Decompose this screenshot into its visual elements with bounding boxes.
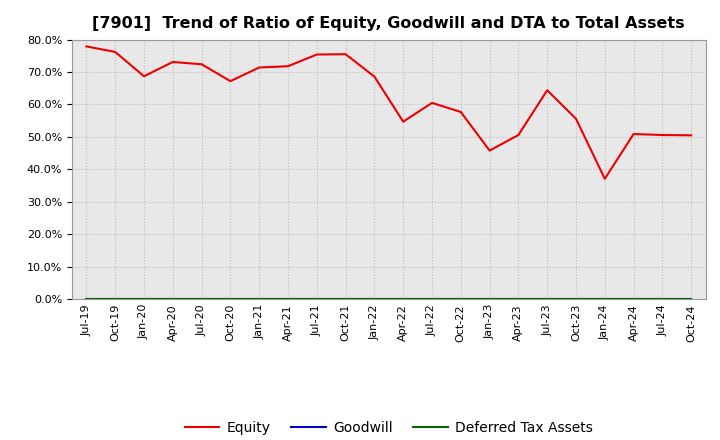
Equity <box>456 109 465 114</box>
Deferred Tax Assets <box>600 297 609 302</box>
Goodwill <box>485 297 494 302</box>
Goodwill <box>312 297 321 302</box>
Equity <box>168 59 177 65</box>
Goodwill <box>572 297 580 302</box>
Goodwill <box>543 297 552 302</box>
Goodwill <box>687 297 696 302</box>
Deferred Tax Assets <box>111 297 120 302</box>
Goodwill <box>140 297 148 302</box>
Equity <box>197 62 206 67</box>
Equity <box>485 148 494 153</box>
Equity <box>600 176 609 181</box>
Goodwill <box>658 297 667 302</box>
Equity <box>284 63 292 69</box>
Goodwill <box>428 297 436 302</box>
Deferred Tax Assets <box>370 297 379 302</box>
Equity <box>312 52 321 57</box>
Deferred Tax Assets <box>226 297 235 302</box>
Deferred Tax Assets <box>658 297 667 302</box>
Deferred Tax Assets <box>168 297 177 302</box>
Equity <box>658 132 667 138</box>
Goodwill <box>168 297 177 302</box>
Deferred Tax Assets <box>255 297 264 302</box>
Goodwill <box>197 297 206 302</box>
Legend: Equity, Goodwill, Deferred Tax Assets: Equity, Goodwill, Deferred Tax Assets <box>179 415 598 440</box>
Equity <box>111 49 120 55</box>
Deferred Tax Assets <box>197 297 206 302</box>
Title: [7901]  Trend of Ratio of Equity, Goodwill and DTA to Total Assets: [7901] Trend of Ratio of Equity, Goodwil… <box>92 16 685 32</box>
Line: Equity: Equity <box>86 46 691 179</box>
Goodwill <box>226 297 235 302</box>
Goodwill <box>255 297 264 302</box>
Goodwill <box>600 297 609 302</box>
Equity <box>140 73 148 79</box>
Equity <box>428 100 436 106</box>
Equity <box>341 51 350 57</box>
Deferred Tax Assets <box>456 297 465 302</box>
Equity <box>255 65 264 70</box>
Deferred Tax Assets <box>82 297 91 302</box>
Equity <box>543 88 552 93</box>
Goodwill <box>82 297 91 302</box>
Deferred Tax Assets <box>399 297 408 302</box>
Goodwill <box>629 297 638 302</box>
Goodwill <box>111 297 120 302</box>
Equity <box>399 119 408 125</box>
Deferred Tax Assets <box>485 297 494 302</box>
Equity <box>572 116 580 121</box>
Goodwill <box>399 297 408 302</box>
Goodwill <box>284 297 292 302</box>
Deferred Tax Assets <box>543 297 552 302</box>
Deferred Tax Assets <box>341 297 350 302</box>
Equity <box>82 44 91 49</box>
Goodwill <box>514 297 523 302</box>
Equity <box>370 74 379 79</box>
Equity <box>514 132 523 138</box>
Deferred Tax Assets <box>514 297 523 302</box>
Deferred Tax Assets <box>284 297 292 302</box>
Equity <box>226 78 235 84</box>
Deferred Tax Assets <box>428 297 436 302</box>
Deferred Tax Assets <box>140 297 148 302</box>
Goodwill <box>456 297 465 302</box>
Equity <box>687 133 696 138</box>
Deferred Tax Assets <box>687 297 696 302</box>
Deferred Tax Assets <box>629 297 638 302</box>
Equity <box>629 132 638 137</box>
Deferred Tax Assets <box>572 297 580 302</box>
Goodwill <box>341 297 350 302</box>
Goodwill <box>370 297 379 302</box>
Deferred Tax Assets <box>312 297 321 302</box>
